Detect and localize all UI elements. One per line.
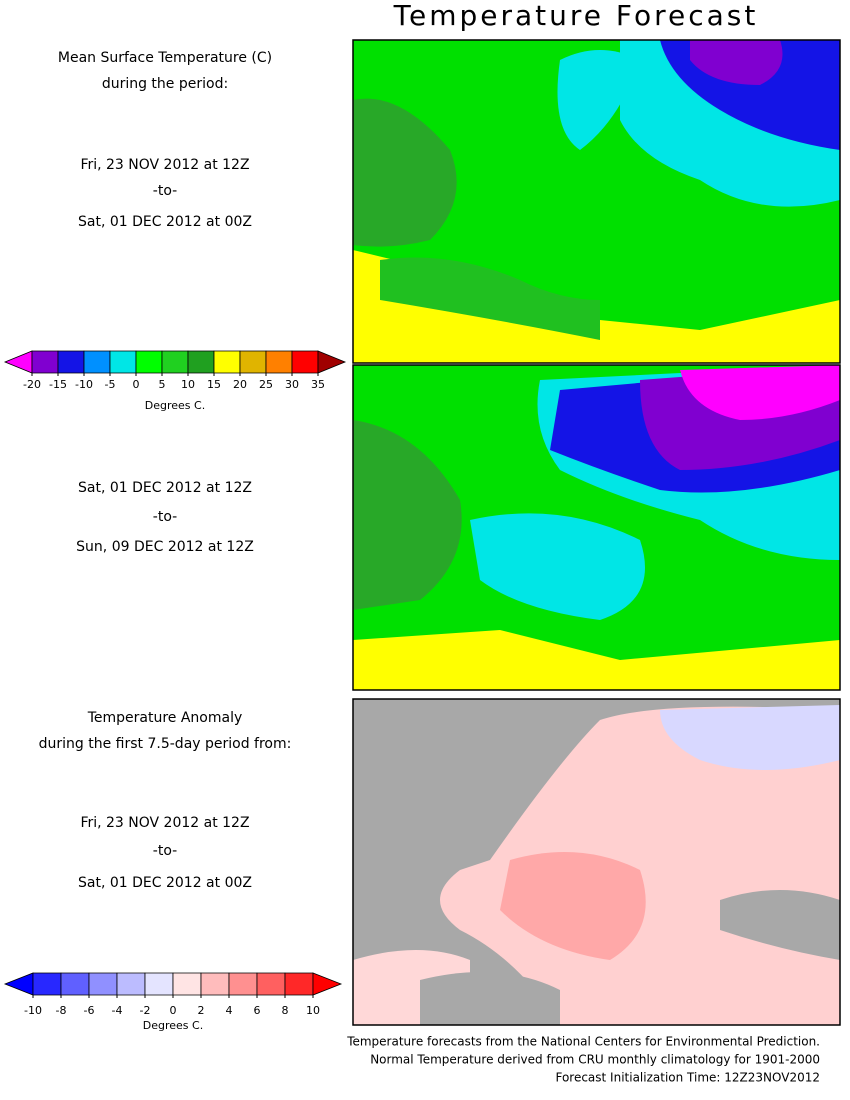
period-end: Sat, 01 DEC 2012 at 00Z — [78, 214, 252, 230]
tick-label: 2 — [198, 1004, 205, 1017]
color-bin — [200, 972, 230, 996]
color-bin — [3, 350, 33, 374]
color-bin — [187, 350, 215, 374]
color-bin — [32, 972, 62, 996]
color-bin — [291, 350, 319, 374]
tick-label: 10 — [181, 378, 195, 391]
temperature-map-1 — [353, 40, 840, 363]
color-bin — [144, 972, 174, 996]
tick-label: -15 — [49, 378, 67, 391]
period-end: Sun, 09 DEC 2012 at 12Z — [76, 539, 254, 555]
footer-line: Forecast Initialization Time: 12Z23NOV20… — [555, 1071, 820, 1085]
tick-label: 0 — [170, 1004, 177, 1017]
tick-label: -2 — [140, 1004, 151, 1017]
map-frame — [352, 698, 841, 1026]
color-bin — [57, 350, 85, 374]
tick-label: 25 — [259, 378, 273, 391]
color-bin — [88, 972, 118, 996]
tick-label: 20 — [233, 378, 247, 391]
period-start: Sat, 01 DEC 2012 at 12Z — [78, 480, 252, 496]
tick-label: 15 — [207, 378, 221, 391]
tick-label: -10 — [24, 1004, 42, 1017]
period-separator: -to- — [153, 843, 177, 859]
tick-label: 4 — [226, 1004, 233, 1017]
period-start: Fri, 23 NOV 2012 at 12Z — [80, 815, 249, 831]
colorbar-unit: Degrees C. — [143, 1019, 203, 1032]
color-bin — [265, 350, 293, 374]
color-bin — [60, 972, 90, 996]
color-bin — [116, 972, 146, 996]
color-bin — [31, 350, 59, 374]
title: Temperature Forecast — [393, 0, 759, 32]
anomaly-map — [353, 699, 840, 1025]
color-bin — [161, 350, 189, 374]
color-bin — [172, 972, 202, 996]
footer-line: Normal Temperature derived from CRU mont… — [370, 1053, 820, 1067]
color-bin — [3, 972, 34, 996]
color-bin — [317, 350, 347, 374]
panel-heading: Temperature Anomaly — [87, 710, 243, 726]
period-separator: -to- — [153, 509, 177, 525]
map-frame — [352, 39, 841, 364]
period-start: Fri, 23 NOV 2012 at 12Z — [80, 157, 249, 173]
tick-label: -6 — [84, 1004, 95, 1017]
tick-label: -4 — [112, 1004, 123, 1017]
tick-label: -5 — [105, 378, 116, 391]
period-separator: -to- — [153, 183, 177, 199]
tick-label: -10 — [75, 378, 93, 391]
tick-label: 0 — [133, 378, 140, 391]
panel-heading: during the first 7.5-day period from: — [39, 736, 292, 752]
color-bin — [109, 350, 137, 374]
color-bin — [228, 972, 258, 996]
color-bin — [239, 350, 267, 374]
tick-label: -8 — [56, 1004, 67, 1017]
map-frame — [352, 364, 841, 691]
color-bin — [284, 972, 314, 996]
period-end: Sat, 01 DEC 2012 at 00Z — [78, 875, 252, 891]
tick-label: 5 — [159, 378, 166, 391]
colorbar-unit: Degrees C. — [145, 399, 205, 412]
color-bin — [312, 972, 343, 996]
color-bin — [83, 350, 111, 374]
tick-label: 10 — [306, 1004, 320, 1017]
tick-label: 8 — [282, 1004, 289, 1017]
tick-label: 6 — [254, 1004, 261, 1017]
tick-label: -20 — [23, 378, 41, 391]
temperature-map-2 — [353, 365, 840, 690]
tick-label: 30 — [285, 378, 299, 391]
panel-heading: Mean Surface Temperature (C) — [58, 50, 272, 66]
color-bin — [213, 350, 241, 374]
color-bin — [256, 972, 286, 996]
footer-line: Temperature forecasts from the National … — [346, 1035, 820, 1049]
panel-heading: during the period: — [102, 76, 228, 92]
tick-label: 35 — [311, 378, 325, 391]
color-bin — [135, 350, 163, 374]
